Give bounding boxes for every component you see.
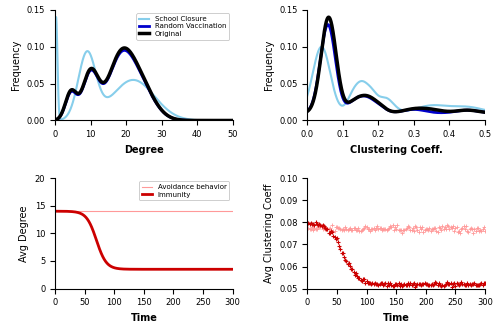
Y-axis label: Frequency: Frequency [12, 40, 22, 90]
Line: Immunity: Immunity [55, 211, 233, 269]
Immunity [226, 267, 232, 271]
X-axis label: Degree: Degree [124, 145, 164, 155]
Random Vaccination [174, 117, 180, 121]
Avoidance behavior [148, 209, 154, 213]
Immunity [136, 267, 142, 271]
School Closure [230, 118, 235, 122]
Avoidance behavior [198, 209, 203, 213]
Immunity [52, 209, 58, 213]
Immunity [198, 267, 203, 271]
X-axis label: Clustering Coeff.: Clustering Coeff. [350, 145, 442, 155]
Avoidance behavior [138, 209, 143, 213]
Y-axis label: Frequency: Frequency [264, 40, 274, 90]
Immunity [138, 267, 143, 271]
Random Vaccination [194, 118, 200, 122]
Avoidance behavior [136, 209, 142, 213]
School Closure [174, 114, 180, 118]
Original [174, 117, 180, 121]
Random Vaccination [70, 90, 76, 93]
Legend: Avoidance behavior, Immunity: Avoidance behavior, Immunity [139, 181, 229, 200]
School Closure [190, 118, 196, 122]
Immunity [230, 267, 235, 271]
Random Vaccination [122, 48, 128, 52]
School Closure [70, 99, 76, 103]
X-axis label: Time: Time [130, 313, 158, 323]
Original [194, 118, 200, 122]
School Closure [52, 118, 58, 122]
X-axis label: Time: Time [382, 313, 409, 323]
Random Vaccination [124, 49, 130, 53]
Immunity [148, 267, 154, 271]
Original [52, 118, 58, 122]
Avoidance behavior [52, 209, 58, 213]
Immunity [158, 267, 164, 271]
Original [124, 47, 130, 51]
Random Vaccination [190, 118, 196, 122]
School Closure [194, 118, 200, 122]
Y-axis label: Avg Degree: Avg Degree [19, 205, 29, 261]
Random Vaccination [230, 118, 235, 122]
Original [190, 118, 196, 122]
Line: Random Vaccination: Random Vaccination [55, 50, 233, 120]
Original [130, 55, 136, 59]
Original [230, 118, 235, 122]
Legend: School Closure, Random Vaccination, Original: School Closure, Random Vaccination, Orig… [136, 13, 229, 40]
School Closure [130, 78, 136, 82]
Original [70, 88, 76, 92]
School Closure [124, 80, 130, 84]
Line: School Closure: School Closure [55, 17, 233, 120]
Avoidance behavior [230, 209, 235, 213]
Line: Original: Original [55, 48, 233, 120]
Random Vaccination [52, 118, 58, 122]
Avoidance behavior [226, 209, 232, 213]
Random Vaccination [130, 57, 136, 61]
Avoidance behavior [158, 209, 164, 213]
Original [122, 46, 128, 50]
Y-axis label: Avg Clustering Coeff: Avg Clustering Coeff [264, 184, 274, 283]
School Closure [53, 15, 59, 19]
